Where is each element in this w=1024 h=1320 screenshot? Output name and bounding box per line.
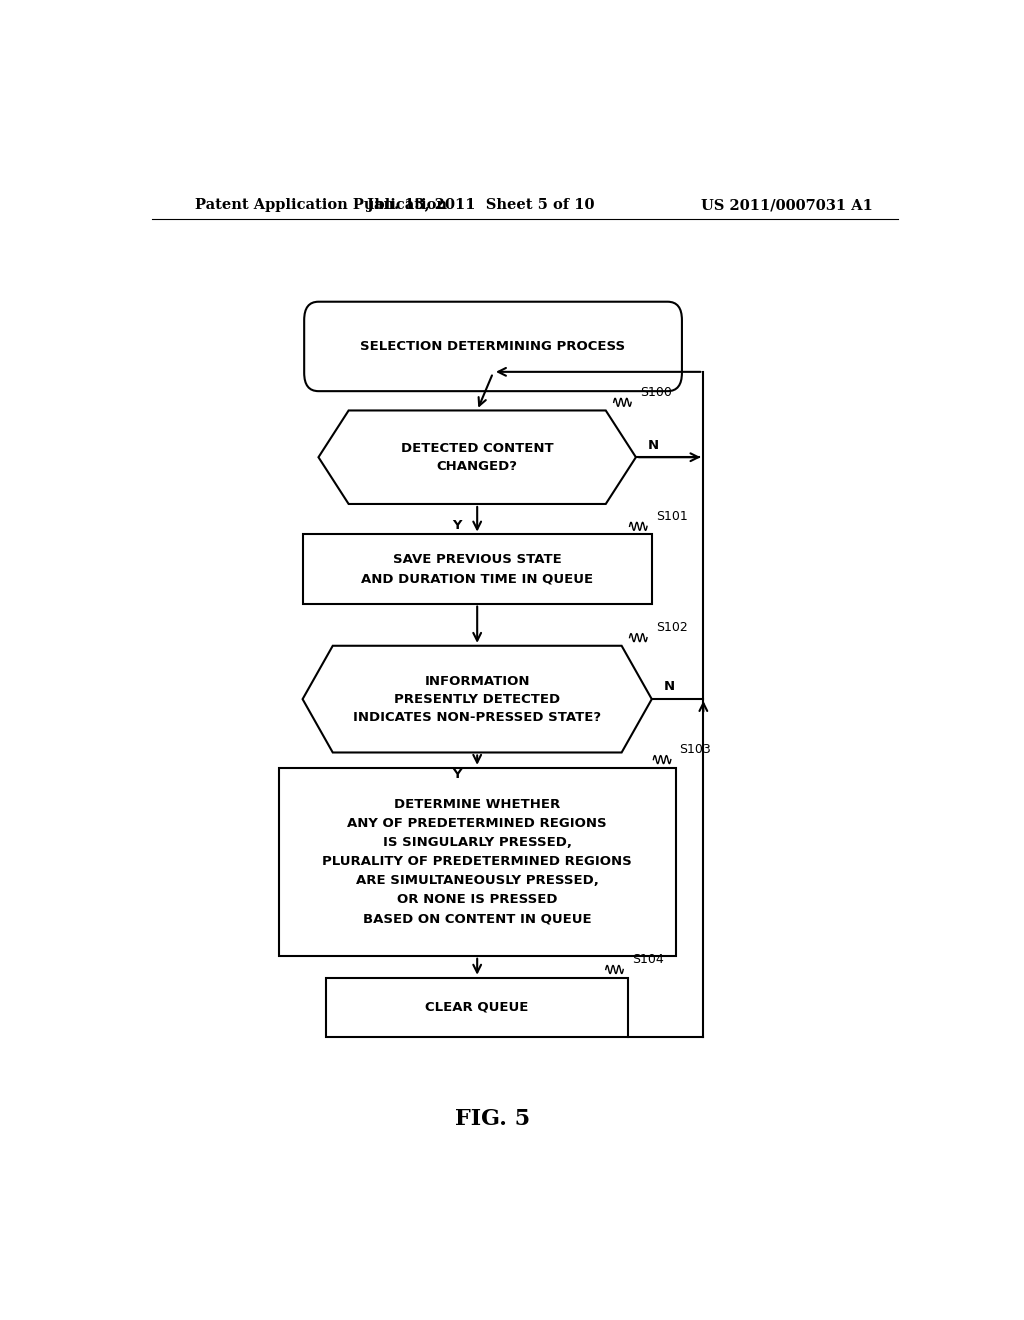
Text: S102: S102 — [655, 620, 687, 634]
Text: S103: S103 — [680, 743, 712, 756]
FancyBboxPatch shape — [304, 302, 682, 391]
Text: Jan. 13, 2011  Sheet 5 of 10: Jan. 13, 2011 Sheet 5 of 10 — [368, 198, 595, 213]
Text: N: N — [648, 438, 658, 451]
Text: S100: S100 — [640, 385, 672, 399]
Text: SELECTION DETERMINING PROCESS: SELECTION DETERMINING PROCESS — [360, 341, 626, 352]
Polygon shape — [303, 645, 652, 752]
Text: N: N — [664, 680, 675, 693]
Text: FIG. 5: FIG. 5 — [456, 1107, 530, 1130]
Text: Y: Y — [453, 519, 462, 532]
Bar — [279, 768, 676, 956]
Polygon shape — [318, 411, 636, 504]
Text: US 2011/0007031 A1: US 2011/0007031 A1 — [700, 198, 872, 213]
Bar — [303, 535, 652, 603]
Text: DETERMINE WHETHER
ANY OF PREDETERMINED REGIONS
IS SINGULARLY PRESSED,
PLURALITY : DETERMINE WHETHER ANY OF PREDETERMINED R… — [323, 799, 632, 925]
Text: S101: S101 — [655, 510, 687, 523]
Text: Y: Y — [453, 768, 462, 780]
Bar — [327, 978, 628, 1036]
Text: S104: S104 — [632, 953, 664, 966]
Text: Patent Application Publication: Patent Application Publication — [196, 198, 447, 213]
Text: DETECTED CONTENT
CHANGED?: DETECTED CONTENT CHANGED? — [400, 442, 554, 473]
Text: INFORMATION
PRESENTLY DETECTED
INDICATES NON-PRESSED STATE?: INFORMATION PRESENTLY DETECTED INDICATES… — [353, 675, 601, 723]
Text: SAVE PREVIOUS STATE
AND DURATION TIME IN QUEUE: SAVE PREVIOUS STATE AND DURATION TIME IN… — [361, 553, 593, 585]
Text: CLEAR QUEUE: CLEAR QUEUE — [426, 1001, 528, 1014]
